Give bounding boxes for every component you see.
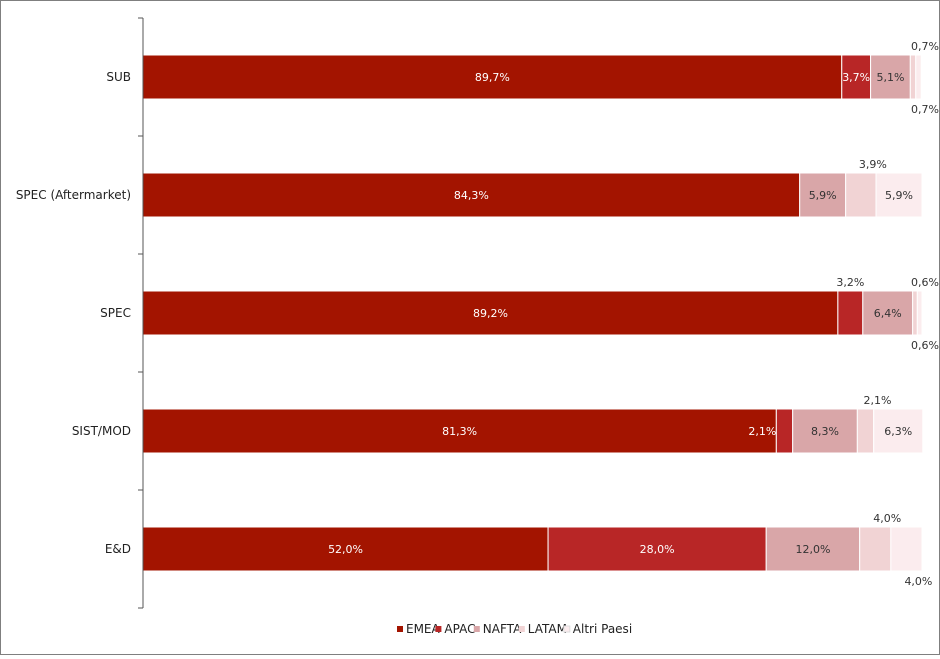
bar-segment-latam bbox=[912, 290, 918, 336]
bar-segment-apac bbox=[547, 526, 767, 572]
category-axis: SUB SPEC (Aftermarket) SPEC SIST/MOD E&D bbox=[16, 17, 144, 609]
bar-segment-latam bbox=[845, 172, 877, 218]
data-labels-layer: 89,7% 3,7% 5,1% 0,7% 0,7% 84,3% 5,9% 3,9% 5,9% 89… bbox=[328, 40, 939, 588]
legend-swatch bbox=[397, 626, 403, 632]
legend-swatch bbox=[518, 626, 525, 632]
bar-segment-altri-paesi bbox=[915, 54, 922, 100]
data-label: 6,4% bbox=[874, 307, 902, 320]
legend-label: APAC bbox=[444, 622, 475, 636]
data-label: 3,7% bbox=[842, 71, 870, 84]
bar-segment-nafta bbox=[792, 408, 858, 454]
data-label: 0,6% bbox=[911, 339, 939, 352]
bar-segment-altri-paesi bbox=[890, 526, 923, 572]
bar-segment-apac bbox=[775, 408, 794, 454]
data-label: 4,0% bbox=[904, 575, 932, 588]
data-label: 0,7% bbox=[911, 40, 939, 53]
category-label: E&D bbox=[105, 542, 131, 556]
data-label: 2,1% bbox=[748, 425, 776, 438]
bar-segment-altri-paesi bbox=[873, 408, 924, 454]
legend: EMEA APAC NAFTA LATAM Altri Paesi bbox=[397, 622, 632, 636]
data-label: 52,0% bbox=[328, 543, 363, 556]
data-label: 6,3% bbox=[884, 425, 912, 438]
category-label: SIST/MOD bbox=[72, 424, 131, 438]
data-label: 89,7% bbox=[475, 71, 510, 84]
bar-segment-nafta bbox=[862, 290, 914, 336]
bar-segment-latam bbox=[856, 408, 875, 454]
bar-segment-altri-paesi bbox=[916, 290, 923, 336]
bar-segment-nafta bbox=[870, 54, 911, 100]
data-label: 3,9% bbox=[859, 158, 887, 171]
legend-label: NAFTA bbox=[483, 622, 522, 636]
bar-segment-emea bbox=[142, 290, 839, 336]
bar-segment-emea bbox=[142, 526, 549, 572]
legend-swatch bbox=[435, 626, 442, 632]
legend-label: LATAM bbox=[528, 622, 567, 636]
data-label: 5,1% bbox=[876, 71, 904, 84]
bar-segment-emea bbox=[142, 172, 801, 218]
bar-segment-nafta bbox=[799, 172, 847, 218]
data-label: 89,2% bbox=[473, 307, 508, 320]
bar-segment-altri-paesi bbox=[875, 172, 923, 218]
legend-swatch bbox=[563, 625, 571, 633]
legend-swatch bbox=[473, 626, 480, 632]
data-label: 5,9% bbox=[809, 189, 837, 202]
data-label: 28,0% bbox=[640, 543, 675, 556]
legend-label: EMEA bbox=[406, 622, 441, 636]
bar-segment-emea bbox=[142, 54, 843, 100]
bars-layer bbox=[142, 54, 924, 572]
data-label: 3,2% bbox=[836, 276, 864, 289]
data-label: 81,3% bbox=[442, 425, 477, 438]
bar-segment-nafta bbox=[765, 526, 861, 572]
category-label: SPEC (Aftermarket) bbox=[16, 188, 131, 202]
data-label: 0,7% bbox=[911, 103, 939, 116]
bar-segment-latam bbox=[909, 54, 917, 100]
data-label: 84,3% bbox=[454, 189, 489, 202]
data-label: 8,3% bbox=[811, 425, 839, 438]
category-label: SPEC bbox=[100, 306, 131, 320]
data-label: 5,9% bbox=[885, 189, 913, 202]
legend-label: Altri Paesi bbox=[573, 622, 632, 636]
bar-segment-latam bbox=[859, 526, 892, 572]
bar-segment-apac bbox=[837, 290, 864, 336]
category-label: SUB bbox=[106, 70, 131, 84]
data-label: 0,6% bbox=[911, 276, 939, 289]
data-label: 4,0% bbox=[873, 512, 901, 525]
data-label: 2,1% bbox=[864, 394, 892, 407]
bar-segment-apac bbox=[841, 54, 872, 100]
data-label: 12,0% bbox=[795, 543, 830, 556]
